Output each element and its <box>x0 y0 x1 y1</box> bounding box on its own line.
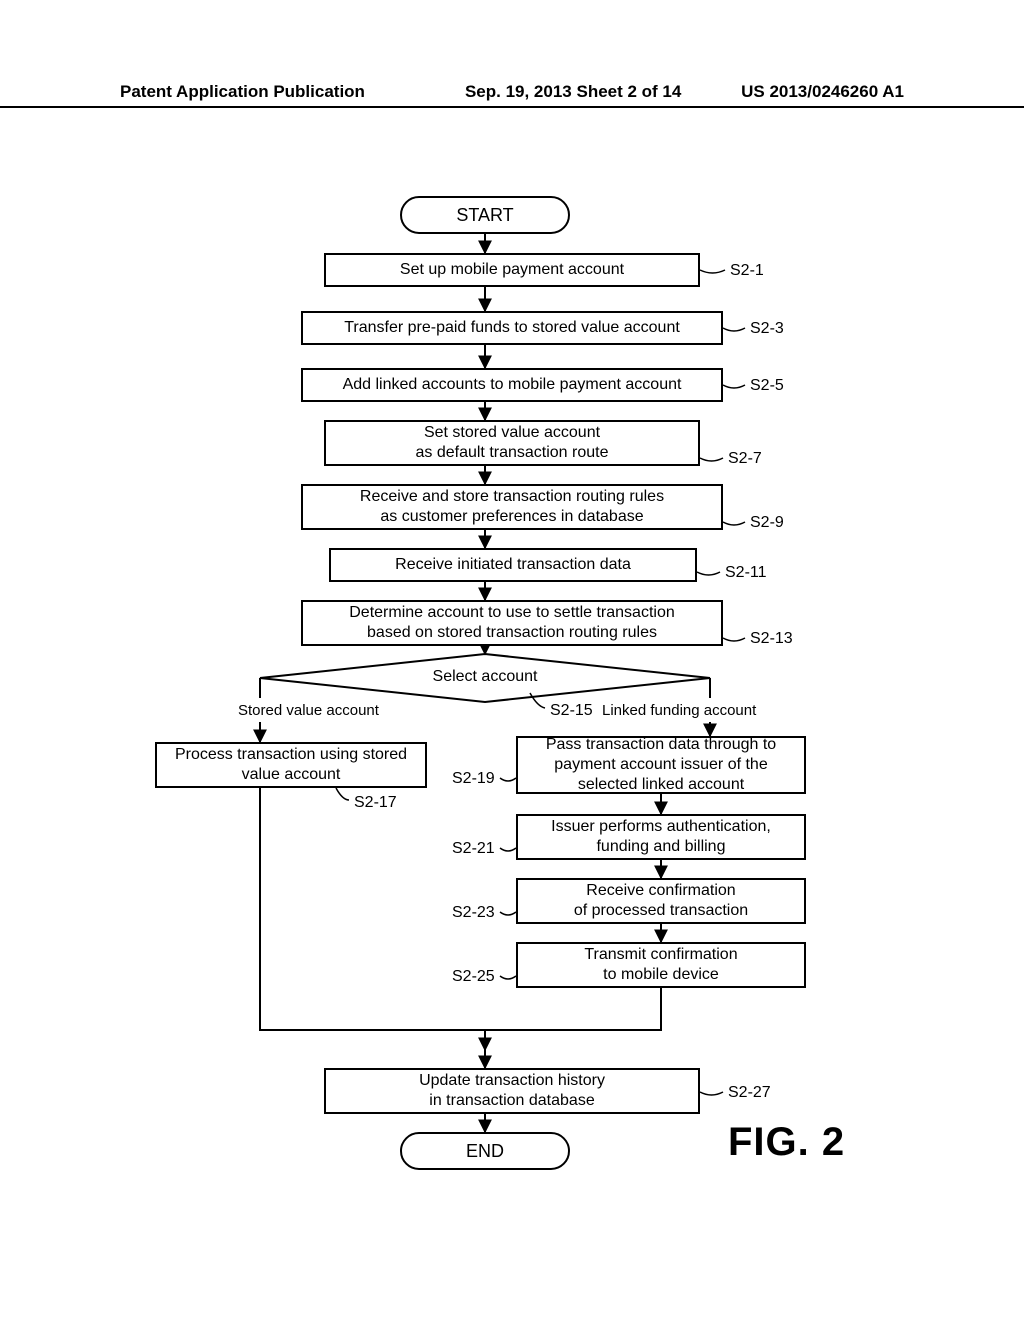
branch-right-label: Linked funding account <box>602 702 756 719</box>
ref-s2-3: S2-3 <box>750 320 784 338</box>
step-s2-5: Add linked accounts to mobile payment ac… <box>301 368 723 402</box>
ref-s2-19: S2-19 <box>452 770 495 788</box>
ref-s2-11: S2-11 <box>725 564 767 582</box>
ref-s2-1: S2-1 <box>730 262 764 280</box>
figure-reference: FIG. 2 <box>728 1120 845 1165</box>
ref-s2-17: S2-17 <box>354 794 397 812</box>
step-s2-9-text: Receive and store transaction routing ru… <box>360 487 664 527</box>
ref-s2-15: S2-15 <box>550 702 593 720</box>
step-s2-11: Receive initiated transaction data <box>329 548 697 582</box>
step-s2-11-text: Receive initiated transaction data <box>395 555 631 575</box>
step-s2-27-text: Update transaction history in transactio… <box>419 1071 605 1111</box>
step-s2-13-text: Determine account to use to settle trans… <box>349 603 675 643</box>
step-s2-21: Issuer performs authentication, funding … <box>516 814 806 860</box>
terminator-end: END <box>400 1132 570 1170</box>
step-s2-23-text: Receive confirmation of processed transa… <box>574 881 748 921</box>
ref-s2-9: S2-9 <box>750 514 784 532</box>
step-s2-3-text: Transfer pre-paid funds to stored value … <box>344 318 680 338</box>
step-s2-1-text: Set up mobile payment account <box>400 260 624 280</box>
step-s2-21-text: Issuer performs authentication, funding … <box>551 817 771 857</box>
step-s2-19: Pass transaction data through to payment… <box>516 736 806 794</box>
step-s2-23: Receive confirmation of processed transa… <box>516 878 806 924</box>
step-s2-1: Set up mobile payment account <box>324 253 700 287</box>
ref-s2-25: S2-25 <box>452 968 495 986</box>
ref-s2-13: S2-13 <box>750 630 793 648</box>
branch-left-label: Stored value account <box>238 702 379 719</box>
step-s2-25: Transmit confirmation to mobile device <box>516 942 806 988</box>
step-s2-5-text: Add linked accounts to mobile payment ac… <box>343 375 682 395</box>
step-s2-13: Determine account to use to settle trans… <box>301 600 723 646</box>
terminator-start: START <box>400 196 570 234</box>
ref-s2-7: S2-7 <box>728 450 762 468</box>
terminator-start-label: START <box>456 204 513 227</box>
decision-label: Select account <box>415 668 555 686</box>
step-s2-25-text: Transmit confirmation to mobile device <box>584 945 737 985</box>
ref-s2-21: S2-21 <box>452 840 495 858</box>
ref-s2-5: S2-5 <box>750 377 784 395</box>
step-s2-7-text: Set stored value account as default tran… <box>415 423 608 463</box>
step-s2-17: Process transaction using stored value a… <box>155 742 427 788</box>
step-s2-9: Receive and store transaction routing ru… <box>301 484 723 530</box>
ref-s2-27: S2-27 <box>728 1084 771 1102</box>
step-s2-17-text: Process transaction using stored value a… <box>175 745 407 785</box>
step-s2-27: Update transaction history in transactio… <box>324 1068 700 1114</box>
ref-s2-23: S2-23 <box>452 904 495 922</box>
step-s2-3: Transfer pre-paid funds to stored value … <box>301 311 723 345</box>
terminator-end-label: END <box>466 1140 504 1163</box>
step-s2-19-text: Pass transaction data through to payment… <box>546 735 776 795</box>
step-s2-7: Set stored value account as default tran… <box>324 420 700 466</box>
